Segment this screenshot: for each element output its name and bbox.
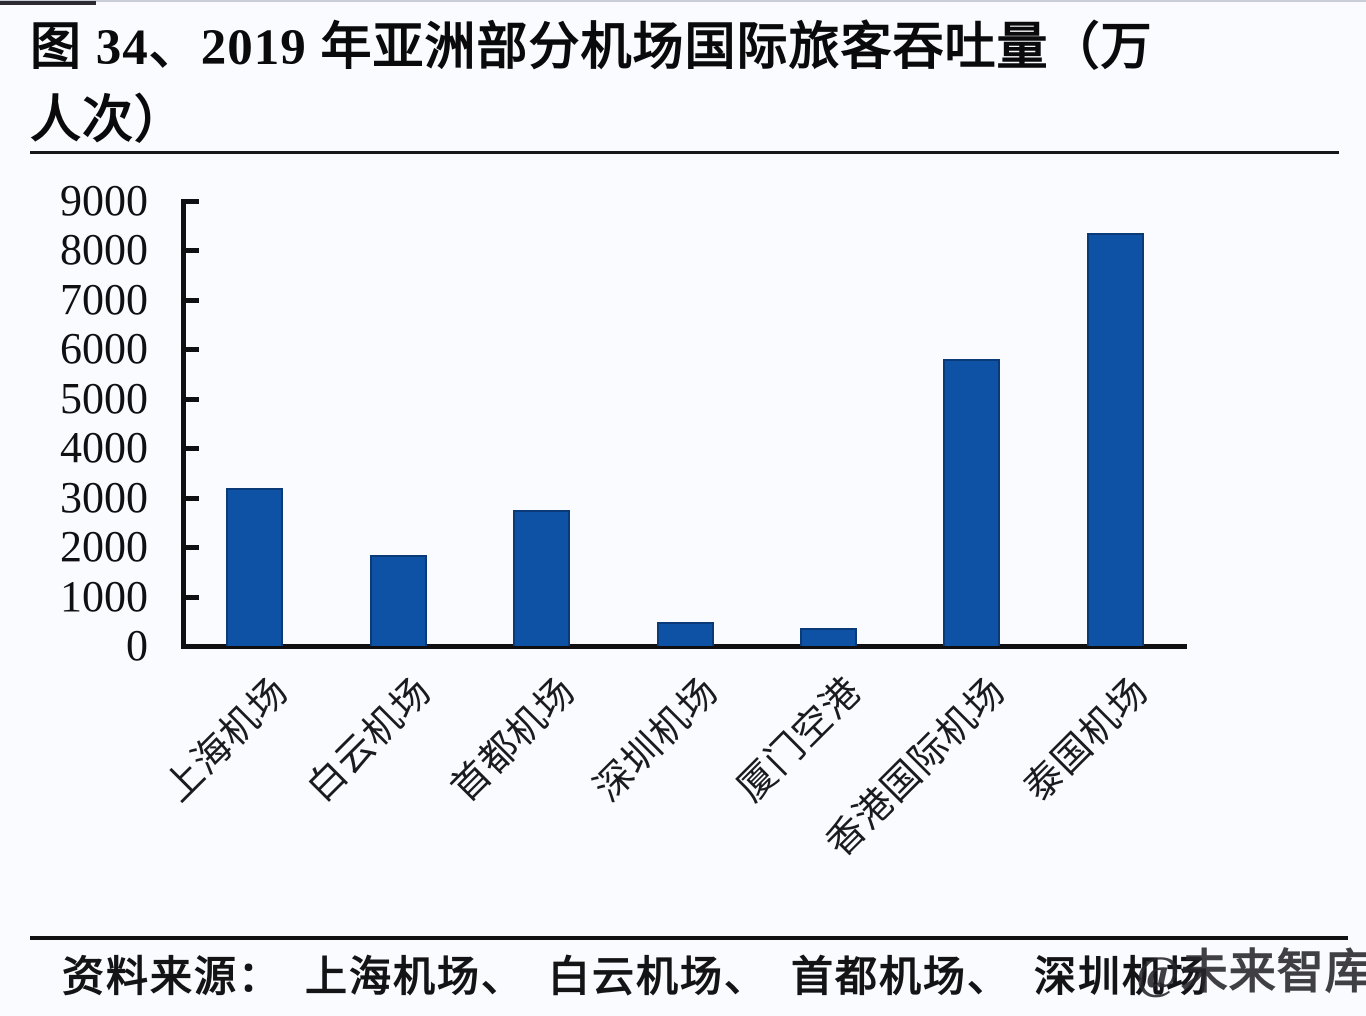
bar-厦门空港 [799, 627, 857, 646]
y-tick-label-9000: 9000 [60, 176, 148, 225]
bar-深圳机场 [656, 622, 714, 646]
x-label-首都机场: 首都机场 [443, 670, 584, 811]
x-label-上海机场: 上海机场 [156, 670, 297, 811]
title-divider-line [30, 151, 1339, 154]
y-tick-mark-9000 [186, 199, 199, 204]
y-tick-label-7000: 7000 [60, 274, 148, 324]
y-tick-label-4000: 4000 [60, 423, 148, 473]
figure-title-line1: 图 34、2019 年亚洲部分机场国际旅客吞吐量（万 [30, 20, 1153, 76]
y-tick-label-2000: 2000 [60, 522, 148, 572]
watermark-text: @未来智库 [1136, 947, 1366, 999]
figure-title: 图 34、2019 年亚洲部分机场国际旅客吞吐量（万 人次） [30, 12, 1342, 158]
top-hairline [0, 0, 1366, 2]
y-tick-label-6000: 6000 [60, 324, 148, 374]
figure-title-line2: 人次） [30, 93, 187, 149]
y-tick-mark-4000 [186, 446, 199, 452]
y-tick-label-8000: 8000 [60, 225, 148, 275]
y-tick-mark-1000 [186, 594, 199, 600]
y-tick-label-5000: 5000 [60, 373, 148, 423]
y-tick-mark-3000 [186, 495, 199, 501]
x-label-泰国机场: 泰国机场 [1016, 670, 1157, 811]
y-tick-label-0: 0 [126, 621, 148, 670]
y-tick-mark-6000 [186, 347, 199, 353]
x-label-白云机场: 白云机场 [299, 670, 440, 811]
y-tick-label-3000: 3000 [60, 472, 148, 522]
x-label-厦门空港: 厦门空港 [730, 670, 871, 811]
bar-香港国际机场 [943, 359, 1001, 646]
bar-泰国机场 [1086, 233, 1144, 646]
y-axis-line [181, 199, 186, 649]
bar-白云机场 [369, 554, 427, 646]
bar-首都机场 [513, 510, 571, 646]
x-label-深圳机场: 深圳机场 [586, 670, 727, 811]
bar-上海机场 [226, 487, 284, 646]
source-divider-line [30, 936, 1348, 940]
y-tick-mark-8000 [186, 248, 199, 254]
y-tick-label-1000: 1000 [60, 571, 148, 621]
y-tick-mark-2000 [186, 545, 199, 551]
top-left-edge-mark [0, 1, 96, 5]
x-axis-line [181, 644, 1187, 649]
y-tick-mark-5000 [186, 396, 199, 402]
y-tick-mark-7000 [186, 297, 199, 303]
source-note: 资料来源： 上海机场、 白云机场、 首都机场、 深圳机场 [62, 955, 1211, 1001]
